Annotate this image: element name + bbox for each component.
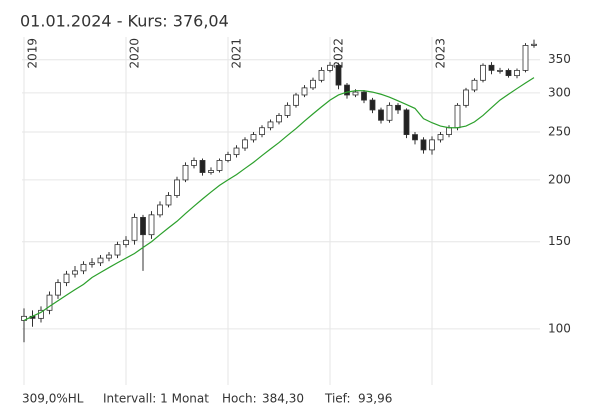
y-tick-label: 100: [548, 321, 571, 335]
candle-body: [165, 195, 172, 206]
candle-body: [97, 257, 104, 264]
candle-body: [310, 79, 316, 89]
candle-body: [480, 64, 486, 81]
candle-body: [344, 84, 350, 96]
candle-body: [38, 309, 44, 319]
footer-range: 309,0%HL: [22, 392, 84, 406]
x-tick-label: 2021: [230, 38, 244, 69]
footer-high: 384,30: [262, 392, 304, 406]
candle-body: [514, 69, 520, 77]
candle-body: [199, 160, 206, 173]
candle-body: [531, 43, 537, 46]
footer-high-label: Hoch:: [222, 392, 257, 406]
candle-body: [522, 45, 529, 71]
candle-body: [250, 134, 257, 141]
candle-body: [386, 104, 393, 121]
candle-body: [471, 79, 478, 91]
chart-title: 01.01.2024 - Kurs: 376,04: [20, 12, 229, 31]
candle-body: [403, 109, 410, 135]
x-tick-label: 2023: [434, 38, 448, 69]
candle-body: [437, 134, 444, 141]
candle-body: [420, 139, 427, 151]
candle-body: [301, 87, 308, 96]
candle-body: [106, 254, 112, 259]
candle-body: [114, 244, 121, 256]
candle-body: [505, 69, 512, 77]
candle-body: [488, 64, 495, 71]
footer-low-label: Tief:: [324, 392, 351, 406]
candle-body: [242, 139, 248, 149]
footer-low: 93,96: [358, 392, 392, 406]
candle-body: [80, 263, 87, 272]
candle-body: [259, 127, 265, 135]
candle-body: [327, 64, 333, 71]
candle-body: [446, 127, 452, 135]
candle-body: [361, 91, 367, 101]
candle-body: [318, 69, 325, 81]
candle-body: [412, 134, 418, 141]
candle-body: [267, 121, 274, 129]
x-tick-label: 2019: [26, 38, 40, 69]
x-tick-label: 2020: [128, 38, 142, 69]
y-tick-label: 200: [548, 172, 571, 186]
candle-body: [72, 270, 78, 275]
candle-body: [182, 164, 189, 181]
candle-body: [335, 64, 342, 86]
candle-body: [352, 91, 359, 96]
candle-body: [174, 179, 180, 196]
candle-body: [140, 216, 146, 236]
y-tick-label: 350: [548, 52, 571, 66]
candle-body: [46, 294, 53, 311]
candle-body: [131, 216, 138, 241]
candle-body: [208, 170, 214, 173]
candle-body: [216, 160, 223, 171]
candle-body: [378, 109, 384, 121]
x-tick-label: 2022: [332, 38, 346, 69]
candle-body: [293, 94, 299, 106]
candle-body: [463, 89, 469, 106]
candle-body: [89, 262, 95, 265]
candle-body: [233, 147, 240, 156]
candle-body: [225, 154, 231, 161]
candle-body: [429, 139, 435, 151]
candle-body: [123, 239, 129, 246]
candle-body: [191, 160, 197, 166]
candle-body: [157, 204, 163, 216]
footer-interval: Intervall: 1 Monat: [103, 392, 209, 406]
moving-average: [23, 77, 535, 321]
y-tick-label: 250: [548, 124, 571, 138]
candle-body: [284, 104, 291, 116]
candle-body: [497, 69, 503, 72]
candle-body: [63, 273, 70, 284]
candle-body: [454, 104, 461, 129]
y-tick-label: 300: [548, 85, 571, 99]
candle-body: [55, 282, 61, 296]
candle-body: [276, 115, 282, 123]
candle-body: [395, 104, 401, 111]
candle-body: [148, 214, 155, 236]
candle-body: [369, 99, 376, 111]
y-tick-label: 150: [548, 234, 571, 248]
